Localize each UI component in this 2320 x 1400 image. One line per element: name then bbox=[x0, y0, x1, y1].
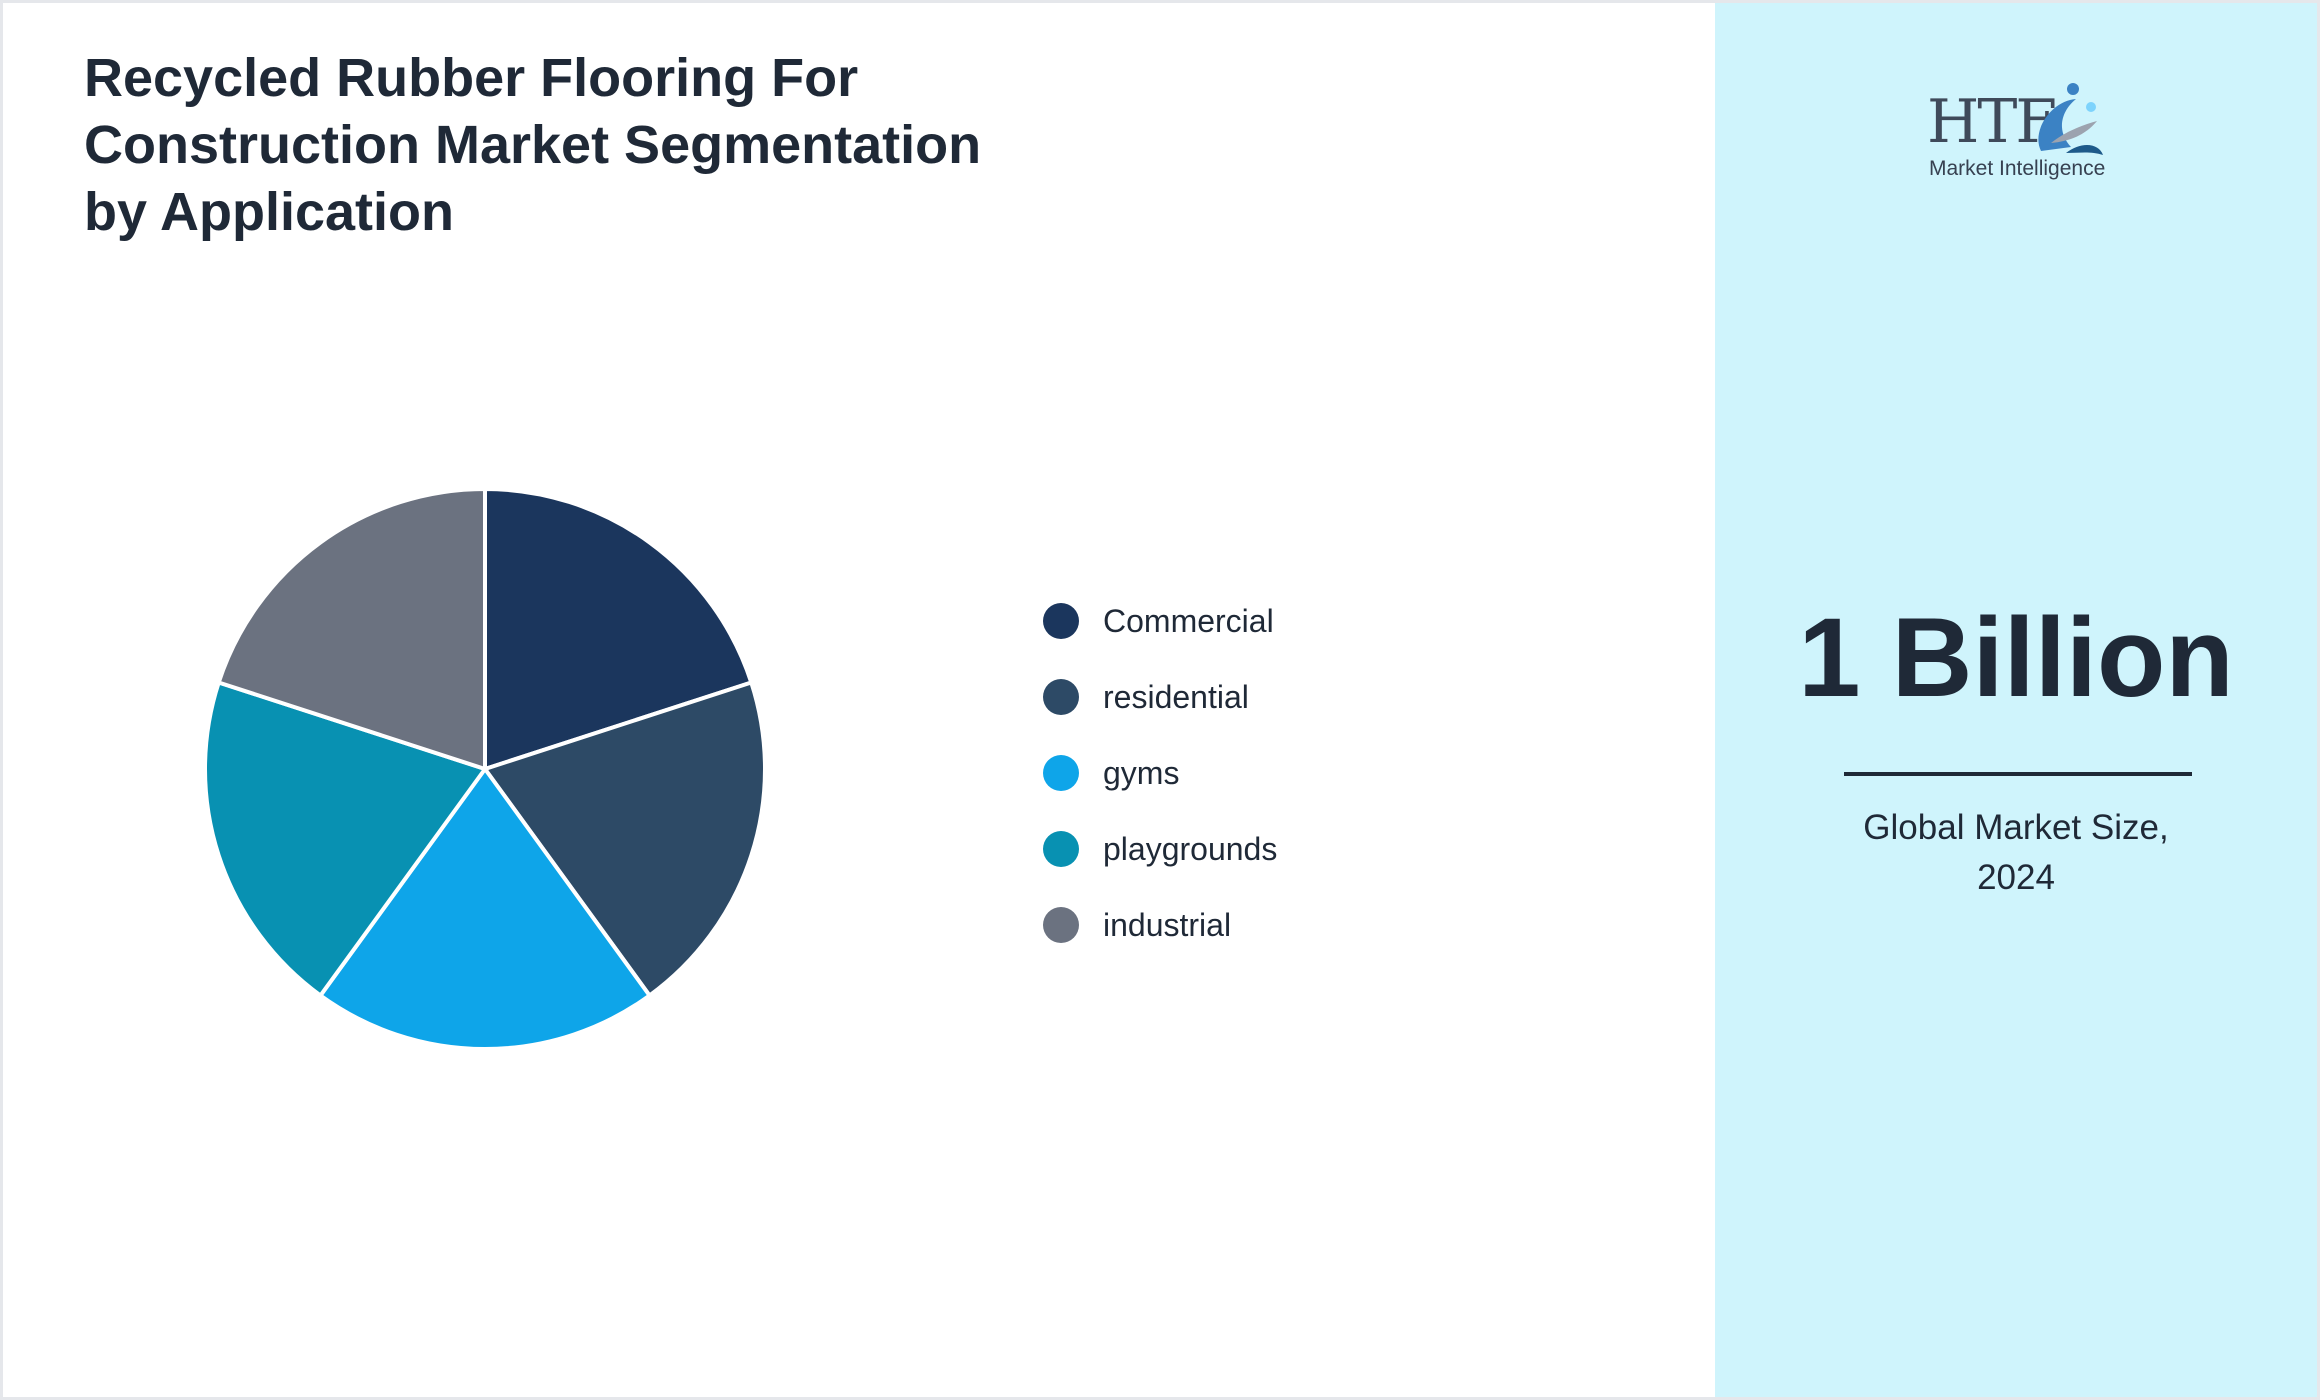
legend-label: gyms bbox=[1103, 754, 1180, 791]
market-size-caption: Global Market Size, 2024 bbox=[1715, 803, 2317, 903]
chart-title: Recycled Rubber Flooring For Constructio… bbox=[84, 45, 1084, 246]
chart-title-line: Construction Market Segmentation bbox=[84, 115, 982, 175]
legend-swatch bbox=[1043, 603, 1079, 639]
divider-line bbox=[1844, 772, 2192, 776]
pie-chart bbox=[203, 487, 767, 1051]
legend-item-residential: residential bbox=[1043, 659, 1277, 735]
chart-title-line: Recycled Rubber Flooring For bbox=[84, 48, 859, 108]
legend-item-gyms: gyms bbox=[1043, 735, 1277, 811]
caption-line: Global Market Size, bbox=[1863, 808, 2169, 847]
pie-slice-residential bbox=[483, 680, 767, 998]
pie-slice-gyms bbox=[318, 767, 652, 1051]
pie-slice-playgrounds bbox=[203, 680, 487, 998]
legend-swatch bbox=[1043, 679, 1079, 715]
market-size-value: 1 Billion bbox=[1798, 595, 2234, 720]
legend-item-playgrounds: playgrounds bbox=[1043, 811, 1277, 887]
legend-label: playgrounds bbox=[1103, 830, 1278, 867]
legend-item-commercial: Commercial bbox=[1043, 583, 1277, 659]
pie-slice-commercial bbox=[483, 487, 754, 771]
pie-slice-industrial bbox=[216, 487, 487, 771]
logo-tagline: Market Intelligence bbox=[1929, 157, 2106, 180]
logo-swirl-icon bbox=[2038, 83, 2103, 155]
legend-item-industrial: industrial bbox=[1043, 887, 1277, 963]
page-frame: Recycled Rubber Flooring For Constructio… bbox=[3, 3, 2317, 1397]
market-size-panel: HTF Market Intelligence 1 Billion Global… bbox=[1715, 3, 2317, 1397]
chart-panel: Recycled Rubber Flooring For Constructio… bbox=[3, 3, 1715, 1397]
caption-line: 2024 bbox=[1977, 858, 2055, 897]
legend-swatch bbox=[1043, 907, 1079, 943]
legend-label: industrial bbox=[1103, 906, 1232, 943]
logo-wordmark: HTF bbox=[1927, 87, 2057, 157]
legend-swatch bbox=[1043, 831, 1079, 867]
chart-legend: Commercial residential gyms playgrounds indu… bbox=[1043, 583, 1277, 963]
legend-label: Commercial bbox=[1103, 602, 1274, 639]
legend-swatch bbox=[1043, 755, 1079, 791]
legend-label: residential bbox=[1103, 678, 1249, 715]
htf-logo: HTF Market Intelligence bbox=[1915, 81, 2115, 191]
chart-title-line: by Application bbox=[84, 182, 455, 242]
